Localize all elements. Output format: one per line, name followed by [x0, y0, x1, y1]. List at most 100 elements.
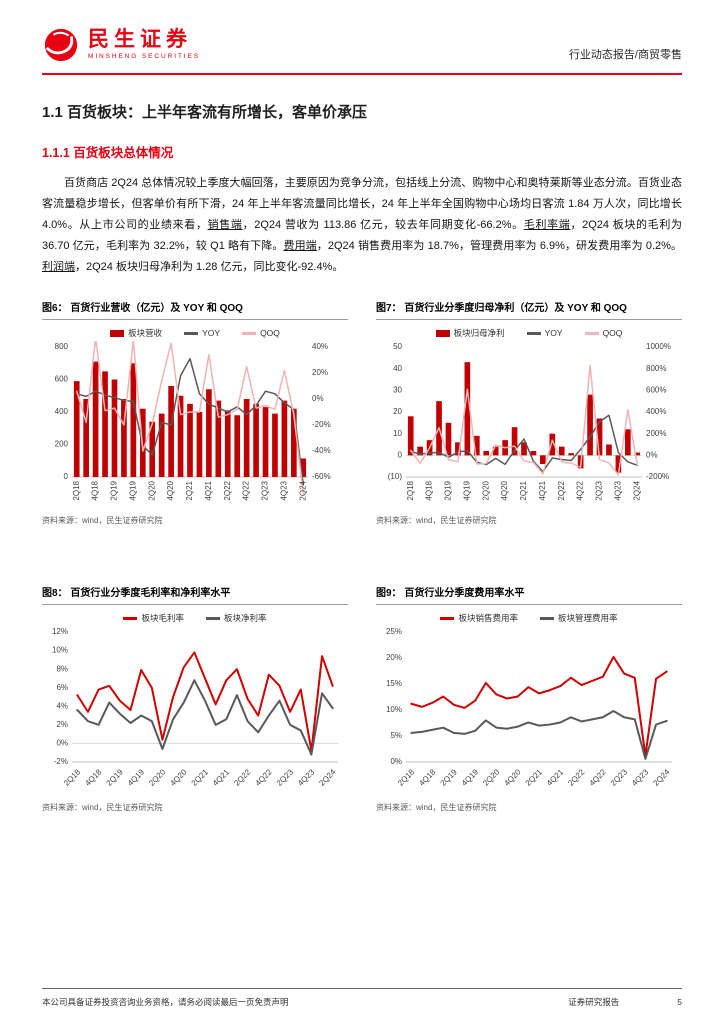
paragraph-text: ，2Q24 销售费用率为 18.7%，管理费用率为 6.9%，研发费用率为 0.…	[316, 239, 682, 252]
footer-report-label: 证券研究报告	[568, 997, 620, 1007]
legend-item: 板块销售费用率	[440, 612, 518, 624]
figures-grid: 图6： 百货行业营收（亿元）及 YOY 和 QOQ 板块营收 YOY QOQ 0 20…	[42, 299, 682, 813]
keyword-sales: 销售端	[207, 218, 243, 231]
svg-text:4Q18: 4Q18	[417, 768, 438, 789]
subsection-title: 1.1.1 百货板块总体情况	[42, 146, 174, 160]
svg-text:10%: 10%	[386, 706, 402, 715]
figure-6-source: 资料来源：wind，民生证券研究院	[42, 516, 163, 526]
svg-text:4Q21: 4Q21	[538, 481, 547, 501]
figure-8: 图8： 百货行业分季度毛利率和净利率水平 板块毛利率 板块净利率 -2% 0% 2% 4…	[42, 584, 348, 813]
footer-disclaimer: 本公司具备证券投资咨询业务资格，请务必阅读最后一页免责声明	[42, 997, 289, 1007]
svg-text:600%: 600%	[646, 386, 666, 395]
svg-text:40: 40	[393, 364, 402, 373]
legend-item: YOY	[184, 327, 220, 339]
svg-text:5%: 5%	[390, 732, 402, 741]
svg-text:-200%: -200%	[646, 473, 669, 482]
figure-7-title: 图7： 百货行业分季度归母净利（亿元）及 YOY 和 QOQ	[376, 299, 682, 321]
svg-text:2Q18: 2Q18	[406, 481, 415, 501]
svg-text:2Q21: 2Q21	[519, 481, 528, 501]
svg-text:4Q23: 4Q23	[614, 481, 623, 501]
svg-text:2Q20: 2Q20	[147, 768, 168, 789]
figure-8-legend: 板块毛利率 板块净利率	[42, 612, 348, 624]
svg-text:4Q20: 4Q20	[502, 768, 523, 789]
svg-text:25%: 25%	[386, 628, 402, 637]
figure-7-chart: (10) 0 10 20 30 40 50 -200% 0% 200% 400% 600% 800% 10…	[388, 343, 671, 501]
figure-6: 图6： 百货行业营收（亿元）及 YOY 和 QOQ 板块营收 YOY QOQ 0 20…	[42, 299, 348, 526]
svg-text:4Q23: 4Q23	[630, 768, 651, 789]
svg-text:4Q20: 4Q20	[500, 481, 509, 501]
line-legend-marker-icon	[526, 332, 541, 335]
figure-9-title: 图9： 百货行业分季度费用率水平	[376, 584, 682, 606]
svg-text:400: 400	[55, 408, 69, 417]
legend-item: QOQ	[584, 327, 622, 339]
svg-text:4Q22: 4Q22	[588, 768, 609, 789]
svg-text:4Q22: 4Q22	[254, 768, 275, 789]
svg-text:2Q20: 2Q20	[481, 481, 490, 501]
legend-item: QOQ	[242, 327, 280, 339]
figure-6-title: 图6： 百货行业营收（亿元）及 YOY 和 QOQ	[42, 299, 348, 321]
page-header: 民生证券 MINSHENG SECURITIES 行业动态报告/商贸零售	[42, 26, 682, 64]
svg-text:20%: 20%	[312, 369, 328, 378]
svg-text:4Q19: 4Q19	[460, 768, 481, 789]
svg-text:10%: 10%	[52, 646, 68, 655]
svg-text:4Q21: 4Q21	[204, 481, 213, 501]
svg-text:20: 20	[393, 408, 402, 417]
svg-text:0%: 0%	[56, 739, 68, 748]
figure-8-title: 图8： 百货行业分季度毛利率和净利率水平	[42, 584, 348, 606]
page-number: 5	[677, 997, 682, 1007]
svg-text:4Q21: 4Q21	[211, 768, 232, 789]
svg-text:2Q21: 2Q21	[190, 768, 211, 789]
svg-text:4Q21: 4Q21	[545, 768, 566, 789]
svg-text:0: 0	[64, 473, 69, 482]
svg-text:2Q23: 2Q23	[261, 481, 270, 501]
svg-text:4Q18: 4Q18	[425, 481, 434, 501]
svg-text:4Q19: 4Q19	[462, 481, 471, 501]
figure-7-source: 资料来源：wind，民生证券研究院	[376, 516, 497, 526]
svg-text:600: 600	[55, 375, 69, 384]
svg-text:0: 0	[398, 451, 403, 460]
svg-text:2Q19: 2Q19	[110, 481, 119, 501]
line-legend-marker-icon	[584, 332, 599, 335]
svg-text:8%: 8%	[56, 665, 68, 674]
paragraph-text: 百货商店 2Q24 总体情况较上季度大幅回落，主要原因为竞争分流，包括线上分流、…	[42, 177, 682, 231]
svg-text:4Q19: 4Q19	[126, 768, 147, 789]
svg-text:2Q22: 2Q22	[557, 481, 566, 501]
svg-text:2Q23: 2Q23	[275, 768, 296, 789]
keyword-gross-margin: 毛利率端	[523, 218, 571, 231]
legend-item: 板块净利率	[206, 612, 267, 624]
svg-text:2Q24: 2Q24	[317, 768, 338, 789]
keyword-profit: 利润端	[42, 260, 75, 273]
line-legend-marker-icon	[242, 332, 257, 335]
svg-text:2Q19: 2Q19	[105, 768, 126, 789]
svg-text:2Q22: 2Q22	[232, 768, 253, 789]
svg-text:2Q23: 2Q23	[609, 768, 630, 789]
figure-6-legend: 板块营收 YOY QOQ	[42, 327, 348, 339]
body-paragraph: 百货商店 2Q24 总体情况较上季度大幅回落，主要原因为竞争分流，包括线上分流、…	[42, 173, 682, 277]
page-footer: 本公司具备证券投资咨询业务资格，请务必阅读最后一页免责声明 证券研究报告 5	[42, 988, 682, 1008]
svg-text:-60%: -60%	[312, 473, 331, 482]
svg-text:2Q22: 2Q22	[223, 481, 232, 501]
svg-text:2Q19: 2Q19	[439, 768, 460, 789]
report-type-label: 行业动态报告/商贸零售	[568, 49, 682, 61]
svg-text:40%: 40%	[312, 343, 328, 352]
legend-item: 板块管理费用率	[540, 612, 618, 624]
paragraph-text: ，2Q24 板块的毛利为 36.70 亿元，毛利率为 32.2%，较 Q1 略有…	[42, 218, 682, 252]
figure-9-chart: 0% 5% 10% 15% 20% 25% 2Q18 4Q18 2Q19 4Q19 2Q20 4Q20…	[386, 628, 672, 789]
minsheng-logo-icon	[44, 28, 78, 62]
svg-text:2Q23: 2Q23	[595, 481, 604, 501]
svg-text:4Q23: 4Q23	[280, 481, 289, 501]
svg-text:30: 30	[393, 386, 402, 395]
svg-text:20%: 20%	[386, 654, 402, 663]
svg-text:2Q24: 2Q24	[651, 768, 672, 789]
figure-8-chart: -2%0%2%4%6%8%10%12%2Q18 4Q18 2Q19 4Q19 2Q20 4…	[52, 628, 338, 789]
svg-text:2Q24: 2Q24	[298, 481, 307, 501]
svg-text:800: 800	[55, 343, 69, 352]
brand-text: 民生证券 MINSHENG SECURITIES	[88, 29, 200, 61]
svg-text:50: 50	[393, 343, 402, 352]
legend-item: 板块毛利率	[123, 612, 184, 624]
svg-text:-2%: -2%	[54, 758, 68, 767]
svg-text:4Q18: 4Q18	[83, 768, 104, 789]
figure-9: 图9： 百货行业分季度费用率水平 板块销售费用率 板块管理费用率 0% 5% 10% 1…	[376, 584, 682, 813]
svg-text:15%: 15%	[386, 680, 402, 689]
svg-text:2%: 2%	[56, 720, 68, 729]
